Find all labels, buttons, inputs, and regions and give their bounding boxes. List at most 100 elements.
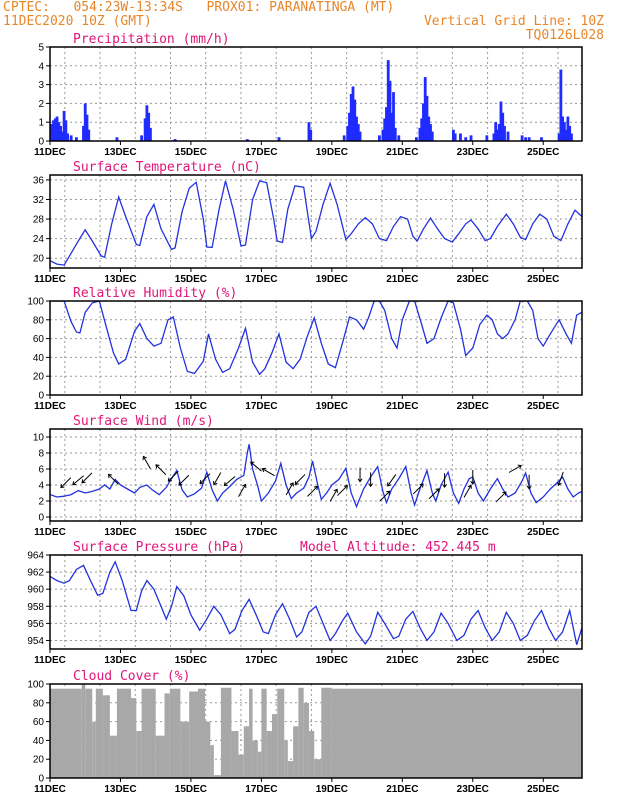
cloud-bar <box>189 691 198 778</box>
precip-bar <box>485 135 489 141</box>
precip-bar <box>501 112 505 141</box>
x-tick-label: 15DEC <box>175 784 207 795</box>
y-tick-label: 5 <box>38 43 44 54</box>
wind-arrow <box>508 464 522 473</box>
precip-bar <box>64 120 68 141</box>
precip-bar <box>520 135 524 141</box>
cloud-bar <box>257 751 262 778</box>
wind-arrow-shaft <box>142 456 151 469</box>
cloud-bar <box>180 721 190 778</box>
wind-arrow <box>155 464 167 476</box>
wind-arrow <box>495 491 507 503</box>
panel-title-wind: Surface Wind (m/s) <box>73 414 214 429</box>
wind-arrow-shaft <box>250 461 262 472</box>
wind-arrow <box>557 471 564 486</box>
precip-bar <box>527 137 531 141</box>
y-tick-label: 2 <box>38 99 44 110</box>
x-tick-label: 11DEC <box>34 527 66 538</box>
precip-bar <box>62 110 66 141</box>
precip-bar <box>452 129 455 141</box>
y-tick-label: 8 <box>38 449 44 460</box>
precip-bar <box>459 133 462 141</box>
x-tick-label: 15DEC <box>175 655 207 666</box>
cloud-bar <box>50 688 82 778</box>
precip-bar <box>346 125 350 141</box>
precip-bar <box>351 86 355 141</box>
header-run-id: TQ0126L028 <box>525 28 604 43</box>
precip-bar <box>82 125 85 141</box>
x-tick-label: 21DEC <box>386 784 418 795</box>
wind-arrow-head <box>557 481 562 486</box>
y-tick-label: 40 <box>33 736 45 747</box>
cloud-bar <box>205 721 211 778</box>
wind-arrow-shaft <box>213 472 222 485</box>
panel-frame <box>49 300 583 396</box>
wind-arrow <box>261 467 275 477</box>
y-tick-label: 28 <box>33 215 45 226</box>
wind-arrow-head <box>199 480 204 485</box>
precip-bar <box>524 137 528 141</box>
cloud-bar <box>298 687 304 778</box>
y-tick-label: 100 <box>27 680 44 691</box>
wind-arrow <box>428 488 440 500</box>
wind-arrow-shaft <box>337 485 348 496</box>
cloud-bar <box>109 735 117 778</box>
precip-bar <box>562 122 566 141</box>
precip-bar <box>494 122 498 141</box>
wind-arrow-head <box>470 480 476 485</box>
panel-temp: 20 24 28 32 36 11DEC 13DEC 15DEC 17DEC 19DEC 21DEC… <box>33 160 583 285</box>
y-tick-label: 958 <box>27 602 44 613</box>
series-line-pres <box>50 560 582 646</box>
precip-bar <box>353 99 357 141</box>
wind-arrow-head <box>107 473 113 478</box>
wind-arrow <box>60 477 72 489</box>
wind-arrow-shaft <box>428 488 440 500</box>
precip-bar <box>52 120 55 141</box>
precip-bar <box>429 124 432 141</box>
wind-arrow-shaft <box>238 484 246 497</box>
precip-bar <box>57 122 61 141</box>
precip-bar <box>173 139 177 141</box>
x-tick-label: 23DEC <box>457 401 489 412</box>
wind-arrow-head <box>261 467 266 473</box>
wind-arrow-head <box>386 490 391 495</box>
x-tick-label: 21DEC <box>386 274 418 285</box>
cloud-bar <box>136 731 142 778</box>
precip-bar <box>566 116 570 141</box>
panel-wind: 0 2 4 6 8 10 11DEC 13DEC 15DEC 17DEC 19DEC 21DEC 23D… <box>33 414 583 538</box>
precip-bar <box>415 137 418 141</box>
wind-arrow-head <box>289 482 294 487</box>
wind-arrow <box>337 485 348 496</box>
wind-arrow-shaft <box>412 483 424 495</box>
panel-annotation: Model Altitude: 452.445 m <box>300 540 496 555</box>
wind-arrow-head <box>81 479 86 484</box>
x-tick-label: 17DEC <box>245 274 277 285</box>
wind-arrow <box>307 485 319 497</box>
y-tick-label: 4 <box>38 61 44 72</box>
wind-arrow <box>294 474 306 485</box>
wind-arrow-head <box>419 483 424 488</box>
wind-arrow <box>442 473 448 489</box>
x-tick-label: 25DEC <box>527 274 559 285</box>
y-tick-label: 960 <box>27 585 44 596</box>
wind-arrow-head <box>72 481 77 486</box>
precip-bar <box>386 60 390 141</box>
wind-arrow-head <box>467 484 472 489</box>
precip-bar <box>570 133 573 141</box>
wind-arrow-head <box>526 485 532 490</box>
cloud-bar <box>155 735 165 778</box>
header-line-1: CPTEC: 054:23W-13:34S PROX01: PARANATING… <box>3 0 395 15</box>
wind-arrow <box>72 475 84 486</box>
series-line-temp <box>50 180 582 266</box>
cloud-bar <box>213 775 221 778</box>
precip-bar <box>115 137 119 141</box>
precip-bar <box>425 95 429 141</box>
precip-bar <box>60 131 64 141</box>
cloud-bar <box>95 688 103 778</box>
precip-bar <box>559 69 563 141</box>
cloud-bar <box>308 731 315 778</box>
precip-bar <box>420 118 424 141</box>
precip-bar <box>75 137 78 141</box>
x-tick-label: 19DEC <box>316 401 348 412</box>
precip-bar <box>385 107 388 141</box>
